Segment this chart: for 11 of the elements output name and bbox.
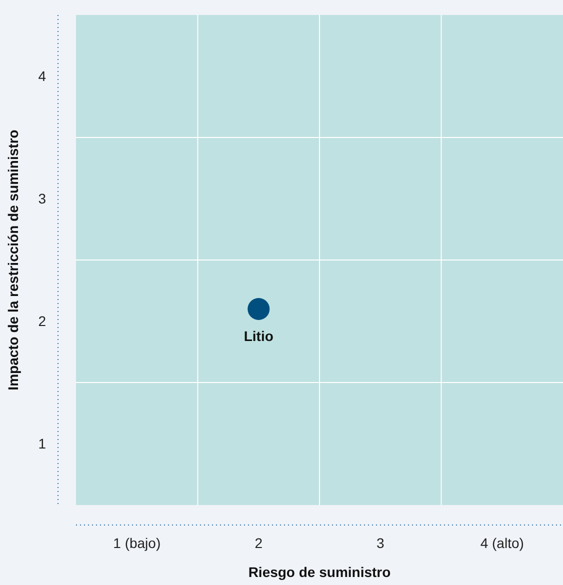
x-tick-label: 1 (bajo)	[113, 535, 161, 551]
y-tick-label: 4	[38, 68, 46, 84]
y-tick-label: 3	[38, 190, 46, 207]
x-tick-label: 2	[254, 535, 263, 551]
y-tick-label: 1	[38, 436, 46, 452]
x-tick-label: 3	[376, 535, 384, 551]
x-axis-title: Riesgo de suministro	[248, 564, 391, 580]
y-tick-label: 2	[38, 313, 46, 330]
x-tick-label: 4 (alto)	[480, 535, 524, 551]
series-label: Litio	[244, 328, 274, 344]
y-axis-title: Impacto de la restricción de suministro	[5, 130, 21, 390]
